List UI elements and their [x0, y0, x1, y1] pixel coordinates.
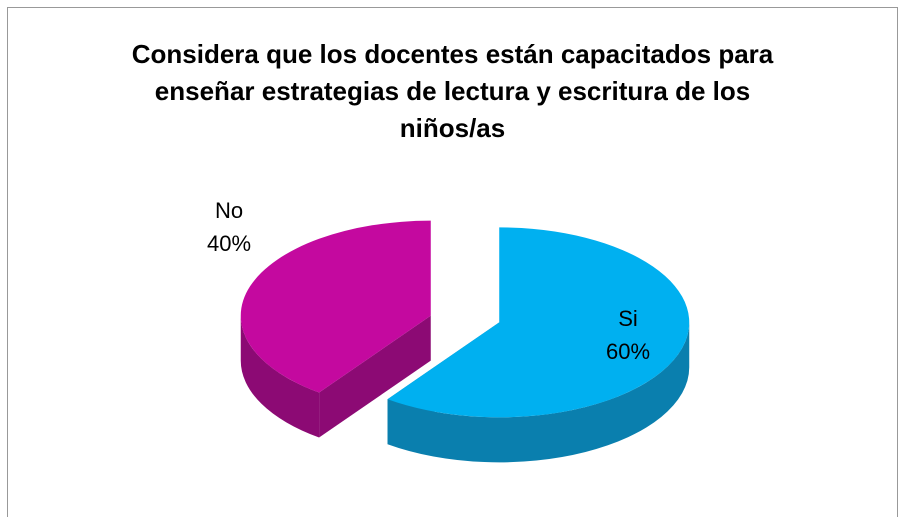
slice	[387, 227, 690, 418]
slice-value-label: 60%	[606, 339, 650, 364]
slice-category-label: Si	[618, 306, 638, 331]
slice-category-label: No	[215, 198, 243, 223]
slice-side	[387, 322, 690, 463]
slice-value-label: 40%	[207, 231, 251, 256]
slice	[240, 220, 431, 393]
slice-side	[240, 315, 320, 438]
slice-cut-face	[319, 315, 431, 438]
chart-title: Considera que los docentes están capacit…	[131, 39, 774, 143]
